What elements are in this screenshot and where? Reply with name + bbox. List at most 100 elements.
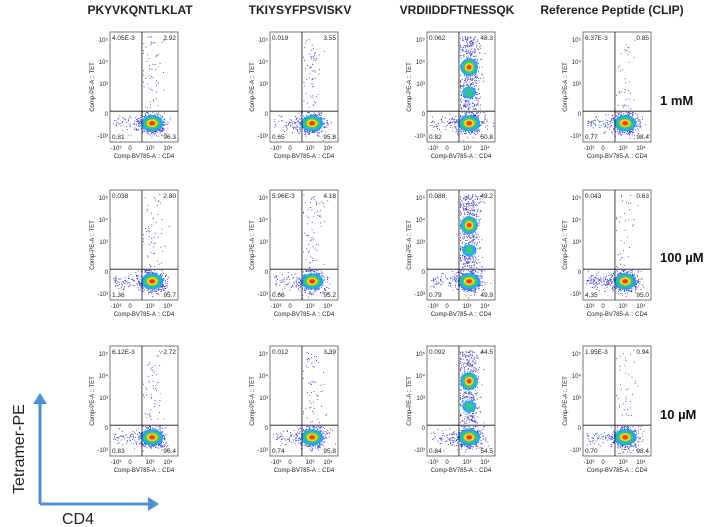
scatter-point	[309, 262, 311, 264]
scatter-point	[313, 47, 314, 49]
scatter-point	[299, 281, 300, 283]
scatter-point	[459, 286, 460, 288]
scatter-point	[281, 289, 283, 291]
y-tick-label: 10⁴	[416, 59, 426, 66]
scatter-point	[629, 114, 631, 116]
scatter-point	[319, 214, 321, 216]
scatter-point	[462, 238, 464, 240]
scatter-point	[289, 122, 290, 124]
scatter-point	[165, 283, 167, 285]
scatter-point	[617, 105, 619, 107]
scatter-point	[449, 113, 451, 115]
scatter-point	[151, 42, 153, 44]
scatter-point	[460, 212, 461, 214]
y-tick-label: 10⁴	[259, 217, 269, 224]
scatter-point	[476, 82, 478, 84]
scatter-point	[145, 271, 147, 273]
scatter-point	[475, 290, 476, 292]
scatter-point	[306, 79, 307, 80]
scatter-point	[135, 272, 137, 273]
scatter-point	[167, 281, 169, 282]
scatter-point	[113, 278, 115, 280]
scatter-point	[445, 126, 447, 128]
scatter-point	[303, 194, 305, 196]
scatter-point	[318, 288, 320, 290]
scatter-point	[638, 133, 639, 134]
scatter-point	[474, 239, 475, 240]
scatter-point	[472, 237, 474, 238]
scatter-point	[137, 270, 139, 272]
scatter-point	[298, 132, 300, 134]
scatter-point	[148, 226, 150, 227]
scatter-point	[299, 287, 301, 288]
scatter-point	[300, 115, 302, 117]
scatter-point	[327, 276, 328, 278]
scatter-point	[145, 270, 147, 272]
scatter-point	[286, 129, 288, 131]
scatter-point	[296, 122, 298, 124]
scatter-point	[475, 261, 477, 263]
scatter-point	[312, 63, 314, 65]
scatter-point	[594, 119, 595, 121]
scatter-point	[467, 79, 469, 81]
scatter-point	[462, 288, 464, 290]
scatter-point	[468, 104, 470, 106]
scatter-point	[639, 127, 641, 129]
scatter-point	[480, 120, 482, 122]
quadrant-value-lower-right: 95.8	[323, 134, 336, 141]
scatter-point	[150, 290, 151, 292]
scatter-point	[158, 288, 160, 290]
scatter-point	[128, 286, 130, 287]
scatter-point	[140, 128, 142, 130]
scatter-point	[309, 267, 311, 268]
scatter-point	[466, 84, 468, 86]
scatter-point	[149, 264, 151, 266]
scatter-point	[138, 118, 140, 119]
scatter-point	[482, 121, 484, 123]
scatter-point	[295, 273, 297, 275]
scatter-point	[633, 129, 634, 130]
scatter-point	[473, 270, 475, 272]
scatter-point	[445, 129, 447, 131]
scatter-point	[315, 244, 317, 245]
scatter-point	[308, 250, 310, 252]
scatter-point	[322, 285, 324, 286]
scatter-point	[117, 281, 119, 283]
scatter-point	[466, 83, 468, 85]
scatter-point	[300, 283, 302, 285]
scatter-point	[479, 218, 481, 220]
scatter-point	[460, 46, 462, 48]
scatter-point	[309, 271, 311, 272]
scatter-point	[290, 124, 292, 126]
scatter-point	[328, 293, 330, 294]
scatter-point	[150, 265, 152, 267]
scatter-point	[465, 114, 466, 116]
scatter-point	[599, 121, 601, 123]
scatter-point	[154, 232, 156, 234]
scatter-point	[143, 241, 144, 242]
scatter-point	[479, 43, 480, 44]
scatter-point	[617, 131, 619, 133]
scatter-point	[471, 54, 473, 56]
scatter-point	[462, 47, 464, 49]
scatter-point	[473, 294, 475, 296]
scatter-point	[291, 124, 293, 126]
scatter-point	[123, 287, 125, 289]
scatter-point	[152, 218, 154, 220]
quadrant-value-upper-left: 0.062	[429, 35, 446, 42]
scatter-point	[473, 273, 475, 275]
scatter-point	[303, 274, 305, 276]
scatter-point	[472, 102, 474, 104]
scatter-point	[143, 50, 144, 51]
scatter-point	[462, 38, 464, 40]
scatter-point	[640, 126, 642, 128]
scatter-point	[478, 70, 480, 72]
scatter-point	[149, 107, 151, 109]
scatter-point	[298, 117, 300, 119]
scatter-point	[304, 130, 306, 131]
scatter-point	[472, 50, 474, 52]
scatter-point	[619, 65, 621, 67]
scatter-point	[480, 59, 482, 61]
scatter-point	[152, 246, 154, 248]
scatter-point	[466, 99, 468, 101]
